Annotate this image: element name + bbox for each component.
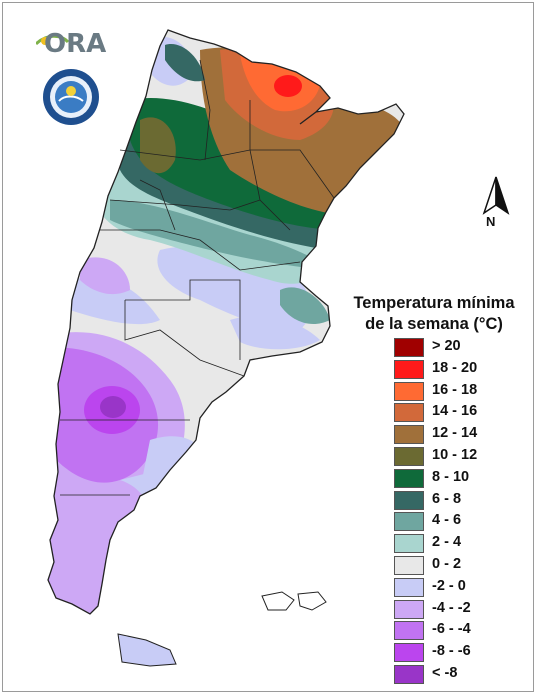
legend-swatch	[394, 338, 424, 357]
legend-swatch	[394, 621, 424, 641]
north-label: N	[486, 214, 496, 229]
legend-label: 0 - 2	[432, 555, 462, 572]
legend-label: 18 - 20	[432, 359, 478, 376]
legend-label: -2 - 0	[432, 577, 466, 594]
legend-item: 6 - 8	[394, 490, 504, 512]
legend-label: 2 - 4	[432, 534, 462, 551]
legend-label: 16 - 18	[432, 381, 478, 398]
legend-item: 0 - 2	[394, 555, 504, 577]
legend-item: < -8	[394, 664, 504, 686]
legend-swatch	[394, 359, 424, 379]
legend-swatch	[394, 468, 424, 488]
legend-label: 10 - 12	[432, 446, 478, 463]
legend-item: 8 - 10	[394, 468, 504, 490]
legend-item: 16 - 18	[394, 381, 504, 403]
ora-logo-text: ORA	[44, 29, 107, 59]
legend-item: 12 - 14	[394, 424, 504, 446]
legend-label: 14 - 16	[432, 403, 478, 420]
legend-swatch	[394, 403, 424, 423]
legend-swatch	[394, 425, 424, 445]
legend-swatch	[394, 512, 424, 532]
legend-label: 6 - 8	[432, 490, 462, 507]
legend-item: 14 - 16	[394, 402, 504, 424]
legend-swatch	[394, 664, 424, 684]
legend-swatch	[394, 643, 424, 663]
legend-label: 12 - 14	[432, 425, 478, 442]
legend-item: -4 - -2	[394, 599, 504, 621]
legend-item: 2 - 4	[394, 533, 504, 555]
ora-logo	[36, 34, 70, 46]
smn-seal-logo	[43, 69, 99, 125]
legend-item: -8 - -6	[394, 642, 504, 664]
legend-swatch	[394, 490, 424, 510]
legend-title-line2: de la semana (°C)	[365, 315, 503, 333]
legend-swatch	[394, 555, 424, 575]
legend-item: 10 - 12	[394, 446, 504, 468]
legend-label: < -8	[432, 664, 458, 681]
legend-item: > 20	[394, 337, 504, 359]
legend: > 20 18 - 20 16 - 18 14 - 16 12 - 14 10 - 12 8…	[394, 337, 504, 686]
legend-label: 8 - 10	[432, 468, 470, 485]
legend-item: 18 - 20	[394, 359, 504, 381]
legend-label: 4 - 6	[432, 512, 462, 529]
legend-label: > 20	[432, 338, 461, 354]
legend-swatch	[394, 599, 424, 619]
legend-item: -6 - -4	[394, 620, 504, 642]
legend-label: -8 - -6	[432, 643, 471, 660]
legend-label: -6 - -4	[432, 621, 471, 638]
legend-swatch	[394, 534, 424, 554]
legend-title-line1: Temperatura mínima	[353, 294, 515, 312]
north-arrow-icon	[482, 176, 510, 215]
legend-item: -2 - 0	[394, 577, 504, 599]
legend-swatch	[394, 446, 424, 466]
legend-item: 4 - 6	[394, 511, 504, 533]
legend-label: -4 - -2	[432, 599, 471, 616]
legend-swatch	[394, 381, 424, 401]
legend-swatch	[394, 577, 424, 597]
legend-title: Temperatura mínima de la semana (°C)	[336, 293, 532, 335]
